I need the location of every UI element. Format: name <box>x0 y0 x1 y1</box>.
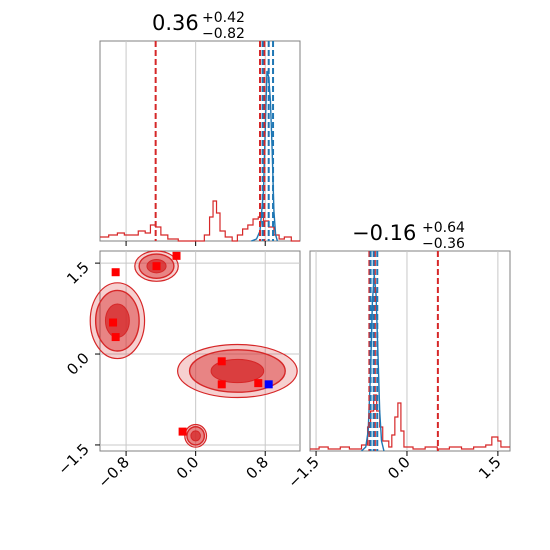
param2-title-plus: +0.64 <box>422 220 465 236</box>
scatter-2d-red-square-marker <box>254 379 263 388</box>
histogram-param2-frame <box>309 250 511 452</box>
histogram-param1-frame <box>99 40 301 242</box>
histogram-panel-param2: −1.5 0.0 1.5 −0.16 +0.64 −0.36 <box>284 220 511 492</box>
param1-title-median: 0.36 <box>152 11 199 35</box>
histogram-param2-tick-label: −1.5 <box>284 453 322 491</box>
scatter-2d-y-tick-label: 1.5 <box>63 258 93 288</box>
scatter-2d-x-tick-label: 0.0 <box>173 453 203 483</box>
scatter-2d-red-square-marker <box>178 427 187 436</box>
histogram-param2-grid <box>315 251 499 451</box>
scatter-2d-x-tick-label: −0.8 <box>94 453 132 491</box>
scatter-2d-y-ticks: −1.5 0.0 1.5 <box>54 258 100 479</box>
scatter-2d-marks <box>89 250 298 448</box>
scatter-2d-y-tick-label: −1.5 <box>54 440 92 478</box>
scatter-2d-x-tick-label: 0.8 <box>242 453 272 483</box>
histogram-param2-tick-label: 1.5 <box>475 453 505 483</box>
param1-title-minus: −0.82 <box>202 26 245 42</box>
histogram-param2-tick-label: 0.0 <box>384 453 414 483</box>
scatter-2d-red-square-marker <box>217 380 226 389</box>
scatter-2d-y-tick-label: 0.0 <box>63 349 93 379</box>
scatter-2d-panel: −0.8 0.0 0.8 −1.5 0.0 1.5 <box>54 250 301 492</box>
histogram-param2-red-steps <box>310 394 510 450</box>
scatter-2d-red-square-marker <box>217 357 226 366</box>
scatter-2d-red-square-marker <box>111 268 120 277</box>
scatter-2d-red-square-marker <box>172 251 181 260</box>
scatter-2d-red-square-marker <box>111 333 120 342</box>
param2-title-minus: −0.36 <box>422 236 465 252</box>
scatter-2d-blue-square-marker <box>264 380 273 389</box>
histogram-panel-param1: 0.36 +0.42 −0.82 <box>99 10 301 246</box>
histogram-param1-marks <box>100 41 300 242</box>
scatter-2d-contour-inner <box>104 303 130 338</box>
scatter-2d-red-square-marker <box>152 262 161 271</box>
param1-title-plus: +0.42 <box>202 10 245 26</box>
scatter-2d-contour-inner <box>190 430 201 442</box>
scatter-2d-x-ticks: −0.8 0.0 0.8 <box>94 451 272 492</box>
histogram-param2-x-ticks: −1.5 0.0 1.5 <box>284 451 505 492</box>
scatter-2d-red-square-marker <box>109 318 118 327</box>
param2-title-median: −0.16 <box>352 221 416 245</box>
histogram-param2-marks <box>310 251 510 452</box>
